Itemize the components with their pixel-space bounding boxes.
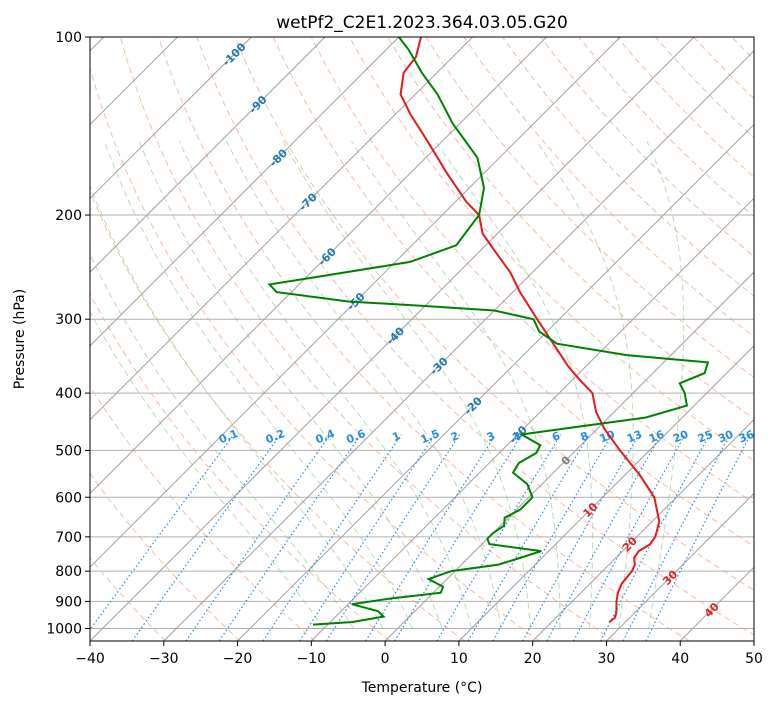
dry-adiabat-line [90,385,316,641]
isotherm-line [163,50,754,641]
mixing-ratio-line [436,434,562,641]
y-tick-label: 300 [55,312,82,328]
y-axis: 100 200 300 400 500 600 700 800 900 1000 [46,30,90,637]
mixing-ratio-label: 20 [671,428,690,446]
dry-adiabat-line [272,37,754,547]
x-tick-label: −30 [149,651,179,667]
mixing-ratio-line [299,434,436,641]
dry-adiabat-line [501,37,754,297]
dewpoint-profile-line [267,37,710,626]
dry-adiabat-line [387,37,754,420]
dry-adiabat-line [158,37,690,641]
y-tick-label: 200 [55,208,82,224]
y-tick-label: 500 [55,443,82,459]
y-tick-label: 600 [55,490,82,506]
mixing-ratio-line [218,434,362,641]
pressure-gridlines [90,37,754,629]
moist-adiabat-line [103,141,413,629]
moist-adiabat-line [434,140,594,629]
isotherm-line [90,37,547,495]
isotherm-line [237,123,754,641]
dry-adiabat-line [425,37,754,379]
dry-adiabat-line [310,37,754,504]
moist-adiabat-line [90,184,384,629]
x-tick-label: 20 [524,651,542,667]
dry-adiabats [90,37,754,641]
y-axis-label: Pressure (hPa) [12,289,28,389]
x-axis: −40 −30 −20 −10 0 10 20 30 40 50 [75,641,763,667]
mixing-ratio-label: 13 [625,428,644,446]
moist-adiabat-line [178,140,472,629]
mixing-ratio-line [645,434,752,641]
mixing-ratio-line [522,434,640,641]
mixing-ratio-line [90,434,235,631]
isotherm-line [458,345,754,641]
moist-adiabat-line [646,140,685,629]
temperature-profile-line [399,37,661,623]
mixing-ratio-line [600,434,711,641]
mixing-ratio-label: 16 [647,428,666,446]
isotherm-line [90,37,400,347]
y-tick-label: 400 [55,386,82,402]
isotherm-line [384,271,754,641]
dry-adiabat-line [119,37,615,641]
isotherm-line [90,37,252,200]
y-tick-label: 1000 [46,621,82,637]
x-tick-label: 0 [381,651,390,667]
isotherm-line [90,37,474,421]
x-tick-label: −10 [297,651,327,667]
mixing-ratio-label: 25 [696,428,715,446]
isotherm-line [310,197,754,641]
plot-frame [89,36,755,642]
x-tick-label: −20 [223,651,253,667]
dry-adiabat-line [90,292,391,641]
moist-adiabat-line [90,253,354,629]
x-tick-label: 30 [598,651,616,667]
dry-adiabat-line [90,472,241,641]
x-tick-label: 50 [745,651,763,667]
y-tick-label: 900 [55,594,82,610]
isotherm-line [532,418,754,641]
isotherms [90,37,754,641]
moist-adiabat-line [226,140,502,629]
mixing-ratio-line [185,434,331,641]
mixing-ratio-label: 8 [579,429,591,444]
mixing-ratio-label: 36 [737,428,756,446]
isotherm-line [90,37,326,273]
mixing-ratio-line [492,434,613,641]
dry-adiabat-line [349,37,754,462]
isotherm-line [90,37,695,641]
x-tick-label: −40 [75,651,105,667]
y-tick-label: 800 [55,564,82,580]
mixing-ratio-label: 30 [716,428,735,446]
mixing-ratio-label: 3 [485,429,497,444]
mixing-ratio-line [622,434,731,641]
plot-area: -100-90-80-70-60-50-40-30-20-10010203040… [90,37,756,641]
moist-adiabat-line [90,311,325,629]
dry-adiabat-line [463,37,754,338]
x-tick-label: 40 [671,651,689,667]
y-tick-label: 700 [55,530,82,546]
isotherm-line [606,492,754,641]
x-axis-label: Temperature (°C) [361,680,483,696]
dry-adiabat-line [90,66,540,641]
mixing-ratio-label: 2 [449,429,461,444]
moist-adiabat-line [351,140,561,629]
mixing-ratio-label: 1 [390,429,402,444]
y-tick-label: 100 [55,30,82,46]
dry-adiabat-line [90,190,465,641]
isotherm-line [90,37,621,568]
mixing-ratio-line [467,434,590,641]
dry-adiabat-line [234,37,754,591]
mixing-ratio-line [546,434,662,641]
moist-adiabat-line [282,140,531,629]
mixing-ratio-line [394,434,523,641]
mixing-ratio-line [325,434,461,641]
x-tick-label: 10 [450,651,468,667]
chart-title: wetPf2_C2E1.2023.364.03.05.G20 [276,13,568,33]
